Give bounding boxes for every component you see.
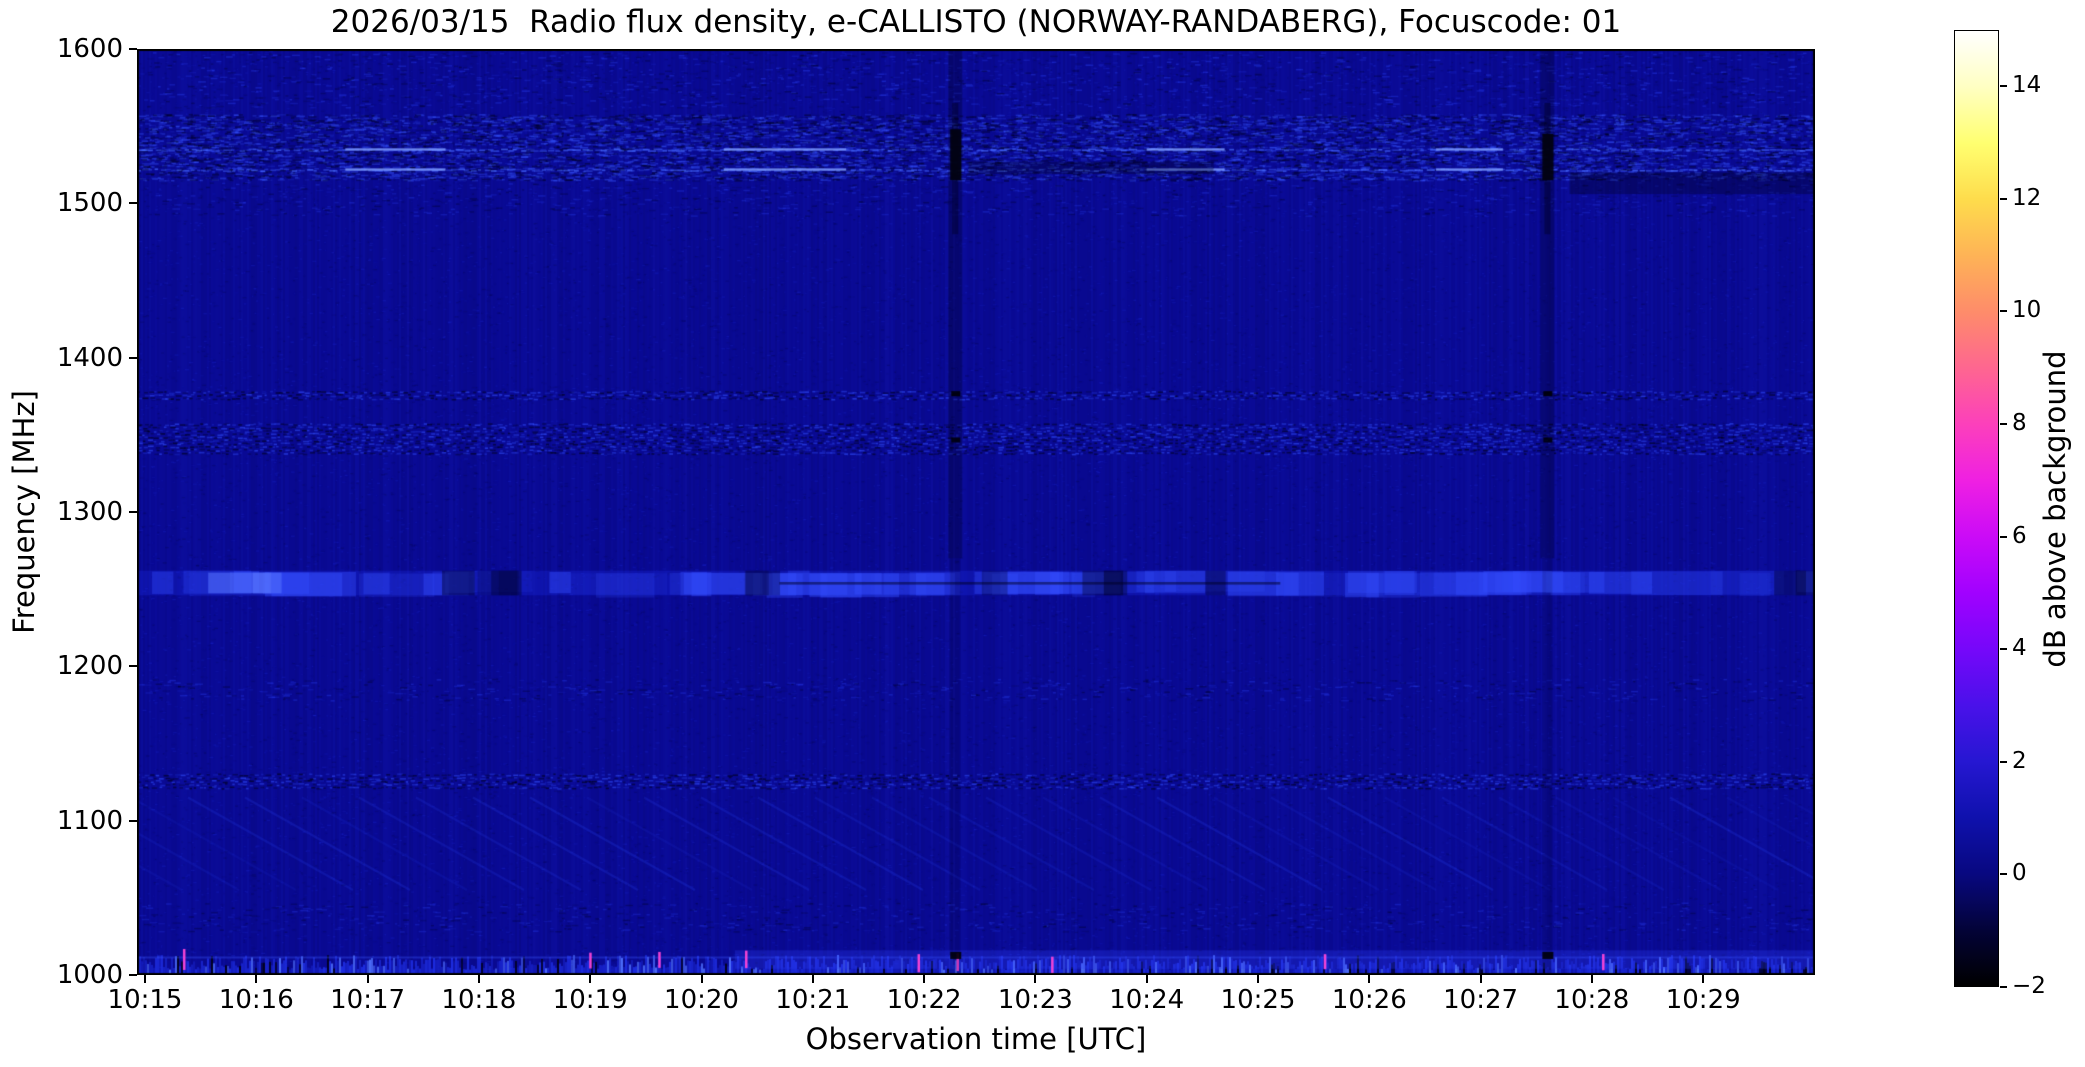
- colorbar-tick-mark: [2000, 423, 2007, 426]
- x-tick-label: 10:29: [1665, 985, 1741, 1015]
- y-tick-label: 1300: [56, 497, 123, 527]
- y-tick-mark: [129, 665, 137, 668]
- x-tick-mark: [1034, 975, 1037, 983]
- y-tick-label: 1500: [56, 188, 123, 219]
- chart-title: 2026/03/15 Radio flux density, e-CALLIST…: [330, 4, 1622, 40]
- x-tick-label: 10:16: [218, 985, 294, 1015]
- colorbar-tick-mark: [2000, 535, 2007, 538]
- x-tick-label: 10:19: [552, 985, 628, 1015]
- y-tick-label: 1400: [56, 342, 123, 373]
- x-tick-label: 10:27: [1443, 985, 1519, 1015]
- x-tick-label: 10:22: [886, 985, 962, 1015]
- colorbar-tick-mark: [2000, 197, 2007, 200]
- colorbar-tick-label: 10: [2012, 297, 2042, 324]
- x-tick-label: 10:25: [1220, 985, 1296, 1015]
- x-axis-label: Observation time [UTC]: [805, 1022, 1147, 1056]
- y-tick-mark: [129, 511, 137, 513]
- y-tick-mark: [129, 819, 137, 822]
- x-tick-mark: [923, 975, 926, 983]
- x-tick-label: 10:28: [1554, 985, 1630, 1015]
- colorbar-tick-label: 12: [2012, 184, 2042, 211]
- x-tick-mark: [1368, 975, 1371, 983]
- x-tick-mark: [700, 975, 703, 983]
- x-tick-mark: [811, 975, 814, 983]
- colorbar-tick-label: −2: [2012, 973, 2046, 999]
- y-tick-mark: [129, 202, 137, 205]
- colorbar-tick-mark: [2000, 85, 2007, 88]
- y-tick-label: 1200: [56, 651, 123, 682]
- colorbar-label: dB above background: [2038, 350, 2072, 668]
- x-tick-label: 10:26: [1331, 985, 1407, 1015]
- colorbar-tick-label: 4: [2012, 635, 2027, 662]
- colorbar-tick-label: 0: [2012, 860, 2027, 887]
- x-tick-mark: [1145, 975, 1148, 983]
- x-tick-mark: [589, 975, 592, 983]
- x-tick-label: 10:24: [1109, 985, 1185, 1015]
- x-tick-label: 10:15: [107, 985, 183, 1015]
- colorbar-tick-label: 14: [2012, 72, 2042, 99]
- y-tick-label: 1000: [56, 960, 123, 990]
- y-tick-mark: [129, 48, 137, 50]
- colorbar-tick-mark: [2000, 873, 2007, 876]
- colorbar-tick-mark: [2000, 760, 2007, 763]
- colorbar-tick-label: 6: [2012, 522, 2027, 549]
- colorbar-tick-mark: [2000, 648, 2007, 651]
- x-tick-label: 10:23: [997, 985, 1073, 1015]
- x-tick-mark: [1702, 975, 1705, 983]
- colorbar-tick-label: 8: [2012, 410, 2027, 437]
- x-tick-mark: [1257, 975, 1259, 983]
- spectrogram-canvas: [137, 49, 1815, 975]
- y-tick-mark: [129, 974, 137, 976]
- x-tick-mark: [255, 975, 258, 983]
- y-tick-mark: [129, 356, 137, 359]
- x-tick-label: 10:18: [441, 985, 517, 1015]
- colorbar-tick-mark: [2000, 310, 2007, 313]
- x-tick-mark: [1479, 975, 1482, 983]
- y-axis-label: Frequency [MHz]: [7, 390, 41, 634]
- colorbar-tick-mark: [2000, 986, 2007, 988]
- x-tick-mark: [366, 975, 369, 983]
- colorbar: [1954, 30, 1999, 987]
- x-tick-mark: [1590, 975, 1593, 983]
- x-tick-mark: [477, 975, 480, 983]
- x-tick-label: 10:21: [775, 985, 851, 1015]
- colorbar-tick-label: 2: [2012, 747, 2027, 774]
- x-tick-label: 10:17: [330, 985, 406, 1015]
- y-tick-label: 1600: [56, 34, 123, 64]
- x-tick-mark: [144, 975, 146, 983]
- y-tick-label: 1100: [56, 805, 123, 836]
- x-tick-label: 10:20: [664, 985, 739, 1015]
